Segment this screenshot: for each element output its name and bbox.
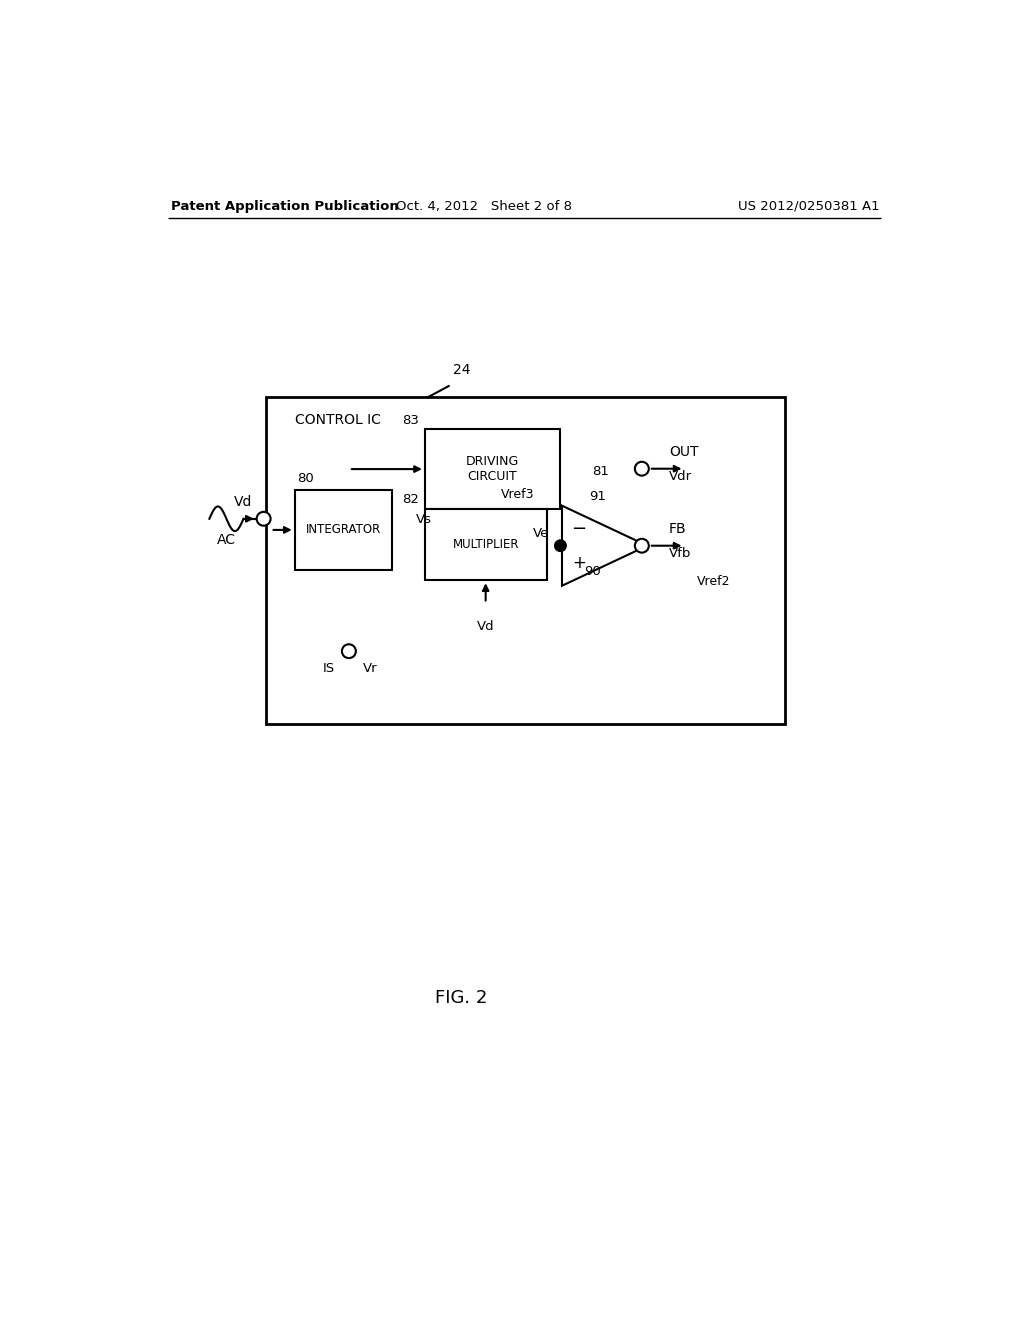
Text: Vd: Vd <box>477 620 495 634</box>
Text: MULTIPLIER: MULTIPLIER <box>453 539 519 550</box>
Text: Vdr: Vdr <box>669 470 692 483</box>
Text: OUT: OUT <box>669 445 698 459</box>
Text: FB: FB <box>669 521 686 536</box>
Text: −: − <box>571 520 587 537</box>
Text: 90: 90 <box>584 565 600 578</box>
Circle shape <box>342 644 356 659</box>
Text: FIG. 2: FIG. 2 <box>435 989 487 1007</box>
Text: Vr: Vr <box>362 661 378 675</box>
Bar <box>266 397 785 725</box>
Text: Vref2: Vref2 <box>697 574 730 587</box>
Text: INTEGRATOR: INTEGRATOR <box>305 524 381 536</box>
Text: 81: 81 <box>592 465 609 478</box>
Text: Oct. 4, 2012   Sheet 2 of 8: Oct. 4, 2012 Sheet 2 of 8 <box>396 199 572 213</box>
Bar <box>295 490 391 570</box>
Text: AC: AC <box>217 533 236 548</box>
Text: 82: 82 <box>401 492 419 506</box>
Text: Vd: Vd <box>233 495 252 508</box>
Text: 91: 91 <box>589 490 606 503</box>
Text: Ve: Ve <box>534 527 550 540</box>
Text: Patent Application Publication: Patent Application Publication <box>171 199 398 213</box>
Circle shape <box>257 512 270 525</box>
Text: Vref3: Vref3 <box>501 488 535 502</box>
Circle shape <box>635 539 649 553</box>
Text: 24: 24 <box>453 363 470 378</box>
Circle shape <box>635 462 649 475</box>
Bar <box>425 508 547 581</box>
Text: US 2012/0250381 A1: US 2012/0250381 A1 <box>738 199 880 213</box>
Text: CONTROL IC: CONTROL IC <box>295 413 381 428</box>
Bar <box>425 429 560 508</box>
Text: Vfb: Vfb <box>669 546 691 560</box>
Text: +: + <box>572 553 586 572</box>
Text: 83: 83 <box>401 413 419 426</box>
Text: 80: 80 <box>297 473 313 486</box>
Circle shape <box>555 540 566 552</box>
Text: Vs: Vs <box>417 512 432 525</box>
Text: IS: IS <box>323 661 335 675</box>
Text: DRIVING
CIRCUIT: DRIVING CIRCUIT <box>466 455 519 483</box>
